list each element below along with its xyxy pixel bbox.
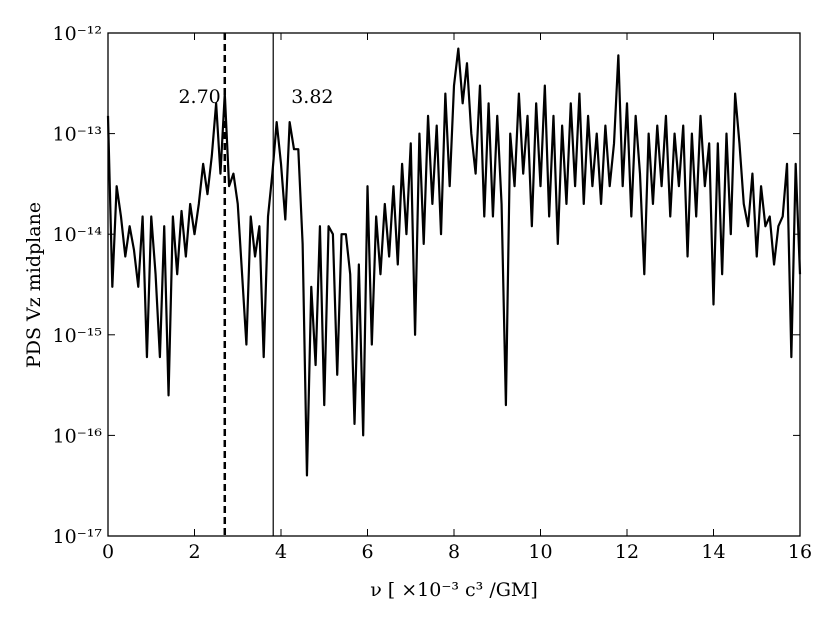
x-axis-label: ν [ ×10⁻³ c³ /GM] [370, 579, 538, 601]
marker-label: 3.82 [291, 86, 333, 108]
y-tick-label: 10⁻¹³ [53, 124, 102, 146]
x-tick-label: 0 [102, 541, 114, 563]
marker-label: 2.70 [178, 86, 220, 108]
y-axis-label: PDS Vz midplane [23, 202, 45, 368]
x-tick-label: 12 [615, 541, 639, 563]
y-tick-label: 10⁻¹⁴ [53, 224, 103, 246]
x-tick-label: 8 [448, 541, 460, 563]
x-tick-label: 6 [361, 541, 373, 563]
x-tick-label: 4 [275, 541, 287, 563]
y-tick-label: 10⁻¹⁶ [53, 425, 103, 447]
x-tick-label: 16 [788, 541, 812, 563]
x-tick-label: 10 [528, 541, 552, 563]
y-tick-label: 10⁻¹⁵ [53, 325, 102, 347]
x-tick-label: 14 [701, 541, 725, 563]
data-line [106, 47, 802, 477]
y-tick-label: 10⁻¹⁷ [53, 526, 103, 548]
y-tick-label: 10⁻¹² [53, 23, 102, 45]
x-tick-label: 2 [188, 541, 200, 563]
